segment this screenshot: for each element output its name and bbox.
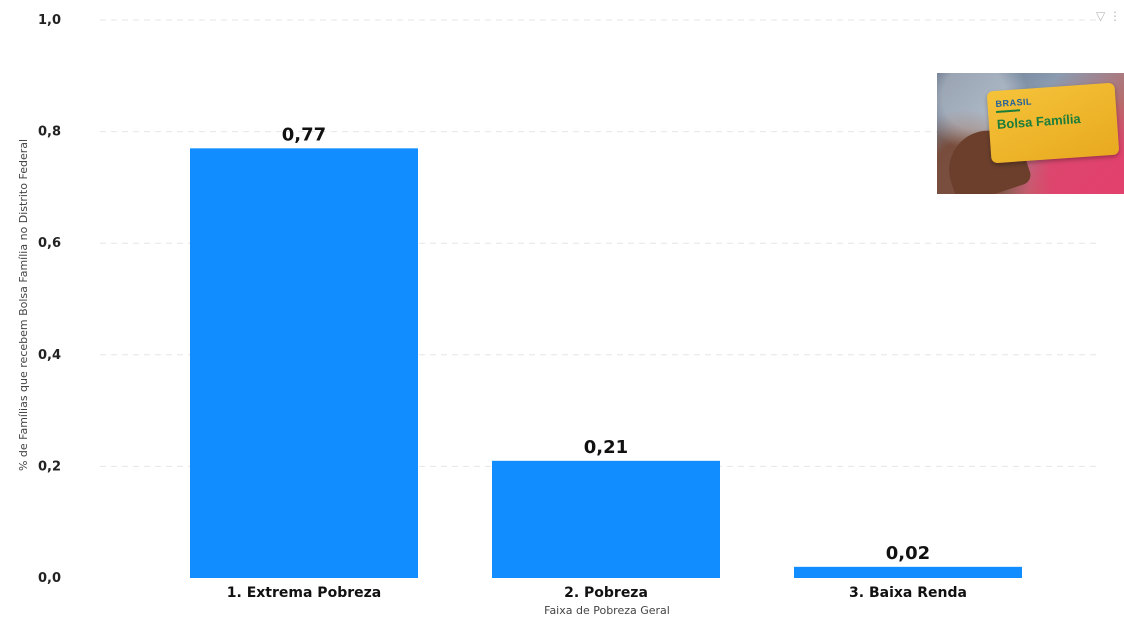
data-label: 0,02 — [886, 543, 930, 564]
y-axis-title: % de Famílias que recebem Bolsa Família … — [17, 139, 30, 471]
bar[interactable] — [492, 460, 720, 578]
x-axis-categories: 1. Extrema Pobreza 2. Pobreza 3. Baixa Ren… — [227, 585, 967, 601]
filter-icon[interactable]: ▽ ⋮ — [1096, 9, 1122, 23]
y-tick-label: 0,0 — [38, 571, 61, 586]
y-tick-label: 0,2 — [38, 459, 61, 474]
bar[interactable] — [794, 566, 1022, 578]
card-divider — [996, 109, 1021, 113]
x-category-label: 1. Extrema Pobreza — [227, 585, 381, 601]
data-labels: 0,77 0,21 0,02 — [282, 124, 930, 564]
card-brand-small: BRASIL — [995, 96, 1033, 109]
y-tick-label: 0,4 — [38, 348, 61, 363]
data-label: 0,21 — [584, 437, 628, 458]
x-axis-title: Faixa de Pobreza Geral — [544, 604, 670, 617]
y-tick-label: 0,8 — [38, 125, 61, 140]
x-category-label: 2. Pobreza — [564, 585, 648, 601]
card-brand-big: Bolsa Família — [996, 111, 1082, 132]
x-category-label: 3. Baixa Renda — [849, 585, 967, 601]
data-label: 0,77 — [282, 124, 326, 145]
bolsa-familia-card: BRASIL Bolsa Família — [986, 82, 1120, 164]
bolsa-familia-card-photo: BRASIL Bolsa Família — [937, 73, 1124, 194]
y-axis-ticks: 0,0 0,2 0,4 0,6 0,8 1,0 — [38, 13, 61, 586]
bar[interactable] — [190, 148, 418, 578]
y-tick-label: 1,0 — [38, 13, 61, 28]
y-tick-label: 0,6 — [38, 236, 61, 251]
bars — [190, 148, 1022, 578]
